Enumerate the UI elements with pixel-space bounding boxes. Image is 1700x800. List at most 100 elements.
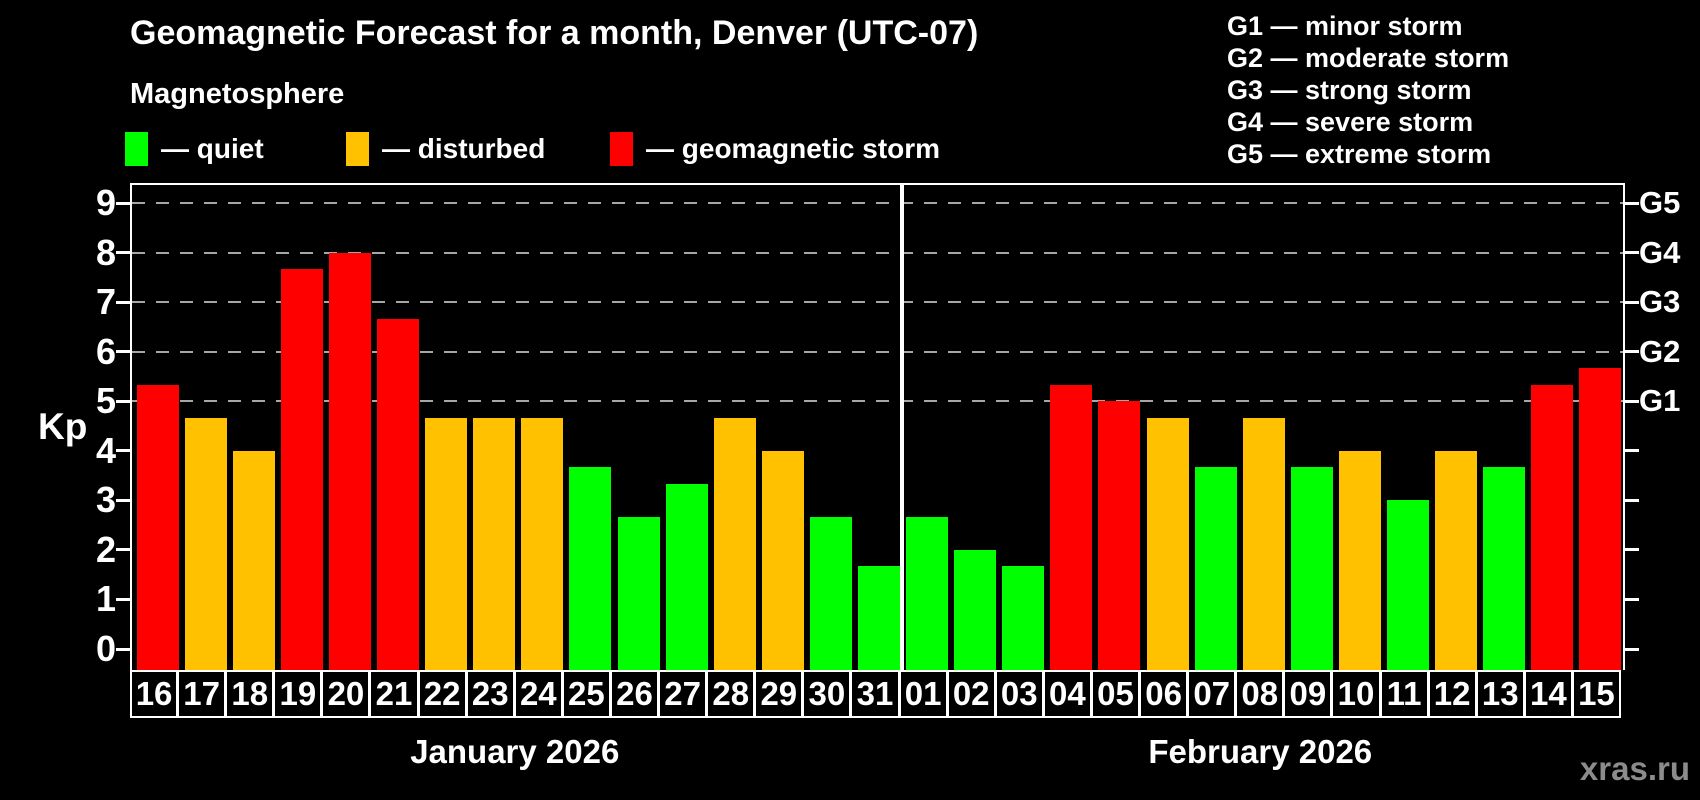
- y-axis-tick-right-7: [1625, 300, 1639, 304]
- gridline-kp8: [132, 251, 1623, 254]
- kp-bar-january-25: [569, 467, 612, 670]
- day-cell-february-04: 04: [1042, 670, 1092, 718]
- day-cell-february-08: 08: [1235, 670, 1285, 718]
- y-axis-tick-left-5: [116, 399, 130, 403]
- day-cell-january-22: 22: [417, 670, 467, 718]
- day-cell-january-24: 24: [513, 670, 563, 718]
- y-axis-tick-label-0: 0: [95, 628, 116, 669]
- y-axis-tick-left-8: [116, 251, 130, 255]
- legend-item-storm: — geomagnetic storm: [610, 131, 940, 167]
- y-axis-tick-right-0: [1625, 647, 1639, 651]
- y-axis-tick-left-9: [116, 201, 130, 205]
- gridline-kp9: [132, 202, 1623, 205]
- kp-bar-february-04: [1050, 384, 1093, 670]
- legend-label-storm: — geomagnetic storm: [646, 133, 941, 164]
- legend-label-disturbed: — disturbed: [382, 133, 546, 164]
- day-cell-february-14: 14: [1523, 670, 1573, 718]
- kp-bar-february-11: [1387, 500, 1430, 670]
- g-legend-line-g1: G1 — minor storm: [1227, 11, 1463, 41]
- kp-bar-february-10: [1338, 450, 1381, 670]
- kp-bar-february-15: [1579, 368, 1622, 670]
- kp-bar-february-05: [1098, 401, 1141, 670]
- day-cell-february-01: 01: [898, 670, 948, 718]
- day-cell-january-21: 21: [369, 670, 419, 718]
- day-cell-january-18: 18: [225, 670, 275, 718]
- right-axis-label-g4: G4: [1639, 234, 1681, 270]
- day-cell-january-23: 23: [465, 670, 515, 718]
- y-axis-tick-label-8: 8: [95, 231, 116, 273]
- day-cell-january-30: 30: [802, 670, 852, 718]
- quiet-color-swatch: [125, 132, 148, 166]
- y-axis-tick-left-1: [116, 597, 130, 601]
- watermark: xras.ru: [1579, 750, 1690, 787]
- day-cell-february-03: 03: [994, 670, 1044, 718]
- day-cell-february-11: 11: [1379, 670, 1429, 718]
- y-axis-tick-left-6: [116, 350, 130, 354]
- y-axis-tick-label-6: 6: [95, 330, 116, 372]
- day-cell-january-19: 19: [273, 670, 323, 718]
- kp-bar-february-03: [1002, 566, 1045, 670]
- day-cell-february-02: 02: [946, 670, 996, 718]
- kp-bar-february-14: [1531, 384, 1574, 670]
- kp-bar-january-21: [377, 318, 420, 670]
- kp-bar-january-24: [521, 417, 564, 670]
- y-axis-tick-label-5: 5: [95, 380, 116, 422]
- right-axis-label-g1: G1: [1639, 383, 1681, 419]
- month-separator: [899, 185, 904, 670]
- y-axis-tick-right-3: [1625, 498, 1639, 502]
- right-axis-label-g2: G2: [1639, 333, 1681, 369]
- y-axis-tick-label-2: 2: [95, 528, 116, 570]
- y-axis-tick-left-3: [116, 498, 130, 502]
- y-axis-tick-left-0: [116, 647, 130, 651]
- y-axis-tick-right-5: [1625, 399, 1639, 403]
- page-title: Geomagnetic Forecast for a month, Denver…: [130, 14, 979, 52]
- y-axis-tick-right-6: [1625, 350, 1639, 354]
- kp-bar-february-09: [1290, 467, 1333, 670]
- day-cell-february-05: 05: [1090, 670, 1141, 718]
- y-axis-tick-left-4: [116, 449, 130, 453]
- kp-bar-february-13: [1483, 467, 1526, 670]
- kp-bar-january-30: [809, 516, 852, 670]
- g-legend-line-g3: G3 — strong storm: [1227, 75, 1472, 105]
- kp-bar-january-27: [665, 484, 708, 670]
- day-cell-january-29: 29: [754, 670, 804, 718]
- g-legend-line-g2: G2 — moderate storm: [1227, 43, 1510, 73]
- chart-subtitle: Magnetosphere: [130, 78, 345, 110]
- kp-bar-january-29: [761, 450, 804, 670]
- gridline-kp5: [132, 400, 1623, 403]
- day-cell-february-09: 09: [1283, 670, 1333, 718]
- legend-item-disturbed: — disturbed: [346, 131, 545, 167]
- y-axis-label: Kp: [38, 406, 88, 447]
- day-cell-february-10: 10: [1331, 670, 1381, 718]
- kp-bar-january-18: [232, 450, 275, 670]
- kp-bar-january-19: [280, 268, 323, 670]
- kp-bar-february-12: [1435, 450, 1478, 670]
- gridline-kp7: [132, 301, 1623, 304]
- kp-bar-january-26: [617, 516, 660, 670]
- day-cell-january-25: 25: [561, 670, 611, 718]
- day-cell-january-16: 16: [130, 670, 179, 718]
- y-axis-tick-label-9: 9: [95, 182, 116, 224]
- kp-bar-february-01: [906, 516, 949, 670]
- gridline-kp6: [132, 350, 1623, 353]
- day-cell-january-20: 20: [321, 670, 371, 718]
- day-cell-february-12: 12: [1427, 670, 1477, 718]
- legend-item-quiet: — quiet: [125, 131, 264, 167]
- day-cell-january-28: 28: [706, 670, 756, 718]
- kp-bar-january-31: [858, 566, 900, 670]
- day-cell-january-17: 17: [177, 670, 227, 718]
- day-cell-january-31: 31: [850, 670, 900, 718]
- day-cell-february-07: 07: [1187, 670, 1237, 718]
- g-scale-legend: G1 — minor storm G2 — moderate storm G3 …: [1227, 10, 1509, 170]
- disturbed-color-swatch: [346, 132, 369, 166]
- kp-bar-january-28: [713, 417, 756, 670]
- y-axis-tick-right-1: [1625, 597, 1639, 601]
- month-label-january: January 2026: [410, 733, 620, 770]
- kp-bar-january-17: [184, 417, 227, 670]
- right-axis-label-g5: G5: [1639, 185, 1681, 221]
- plot-area: 0 1 2 3 4 5 G1 6 G2 7 G3 8 G4 9 G5: [96, 183, 1680, 670]
- month-label-february: February 2026: [1148, 733, 1373, 770]
- kp-bar-february-08: [1242, 417, 1285, 670]
- legend-label-quiet: — quiet: [161, 133, 264, 164]
- y-axis-tick-label-4: 4: [95, 429, 116, 471]
